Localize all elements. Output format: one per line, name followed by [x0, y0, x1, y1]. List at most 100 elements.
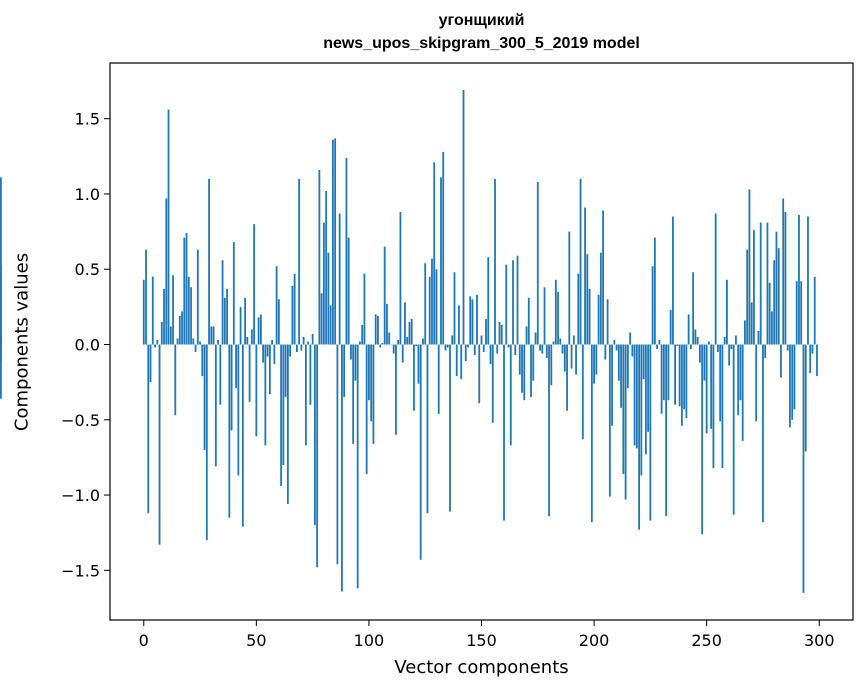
bar-140 [458, 305, 460, 345]
bar-16 [178, 315, 181, 345]
bar-288 [791, 344, 794, 420]
bar-35 [221, 260, 224, 345]
bar-148 [476, 294, 478, 345]
bar-223 [644, 344, 647, 455]
bar-84 [332, 139, 334, 345]
bar-141 [460, 344, 463, 380]
x-tick-label: 0 [139, 631, 149, 650]
bar-222 [642, 344, 645, 380]
bar-198 [588, 288, 591, 345]
bar-57 [271, 339, 274, 345]
bar-120 [413, 344, 415, 411]
x-tick-label: 200 [579, 631, 610, 650]
bar-184 [557, 291, 559, 345]
bar-93 [352, 344, 355, 444]
bar-143 [464, 344, 467, 362]
bar-97 [361, 324, 364, 345]
bar-161 [505, 264, 508, 345]
bar-258 [723, 336, 726, 345]
bar-75 [311, 333, 314, 345]
bar-113 [397, 339, 400, 345]
bar-264 [737, 344, 740, 416]
bar-272 [755, 344, 758, 422]
bar-69 [298, 178, 301, 345]
bar-124 [422, 338, 424, 345]
bar-64 [286, 344, 289, 505]
bar-71 [302, 336, 305, 345]
bar-63 [284, 344, 287, 398]
bar-210 [615, 344, 618, 351]
bar-156 [494, 178, 496, 345]
bar-62 [282, 344, 285, 465]
bar-13 [172, 275, 174, 345]
bar-46 [246, 336, 249, 345]
bar-10 [165, 198, 168, 345]
bar-240 [683, 344, 686, 410]
bar-286 [786, 344, 789, 351]
bar-122 [417, 344, 420, 384]
bar-290 [795, 281, 798, 345]
bar-43 [239, 306, 242, 345]
bar-152 [485, 318, 487, 345]
bar-138 [453, 272, 456, 345]
bar-163 [509, 344, 512, 446]
bar-91 [347, 237, 350, 345]
bar-232 [665, 344, 668, 517]
bar-20 [187, 276, 190, 345]
bar-102 [372, 344, 375, 444]
bar-116 [404, 302, 406, 345]
bar-231 [662, 344, 665, 401]
bar-151 [482, 344, 485, 353]
bar-178 [543, 287, 546, 345]
bar-242 [687, 314, 690, 345]
bar-166 [516, 255, 519, 345]
bar-82 [327, 252, 330, 345]
bars-group [0, 90, 818, 593]
bar-281 [775, 231, 778, 345]
bar-26 [201, 344, 204, 377]
bar-103 [374, 314, 377, 345]
bar-259 [726, 279, 728, 345]
bar-72 [304, 344, 307, 446]
bar-213 [622, 344, 625, 474]
bar-1 [145, 249, 147, 345]
bar-5 [154, 344, 156, 348]
bar-249 [703, 344, 706, 381]
bar-2 [147, 344, 150, 514]
bar-88 [341, 344, 343, 592]
bar-95 [356, 344, 359, 589]
bar-168 [521, 344, 523, 393]
chart-title-line-1: угонщикий [438, 12, 525, 29]
bar-83 [329, 305, 332, 345]
bar-70 [300, 344, 303, 351]
bar-273 [757, 330, 760, 345]
bar-133 [442, 151, 445, 345]
bar-15 [176, 338, 179, 345]
bar-238 [678, 344, 681, 407]
bar-76 [313, 344, 316, 526]
bar-173 [532, 344, 535, 381]
bar-114 [399, 212, 402, 345]
bar-209 [613, 339, 616, 345]
bar-12 [169, 326, 172, 345]
bar-65 [289, 344, 292, 357]
bar-297 [811, 344, 814, 354]
bar-289 [793, 344, 796, 410]
bar-125 [424, 263, 427, 345]
chart-title-line-2: news_upos_skipgram_300_5_2019 model [323, 35, 640, 52]
bar-41 [235, 344, 237, 389]
bar-253 [712, 344, 715, 468]
bar-212 [620, 344, 622, 408]
bar-99 [365, 344, 368, 474]
bar-164 [512, 260, 514, 345]
bar-157 [496, 344, 499, 354]
bar-263 [735, 335, 737, 345]
bar-23 [194, 344, 197, 353]
bar-58 [273, 344, 276, 365]
bar-174 [534, 332, 537, 345]
bar-55 [266, 344, 269, 357]
bar-265 [739, 344, 742, 401]
bar-68 [295, 344, 298, 353]
